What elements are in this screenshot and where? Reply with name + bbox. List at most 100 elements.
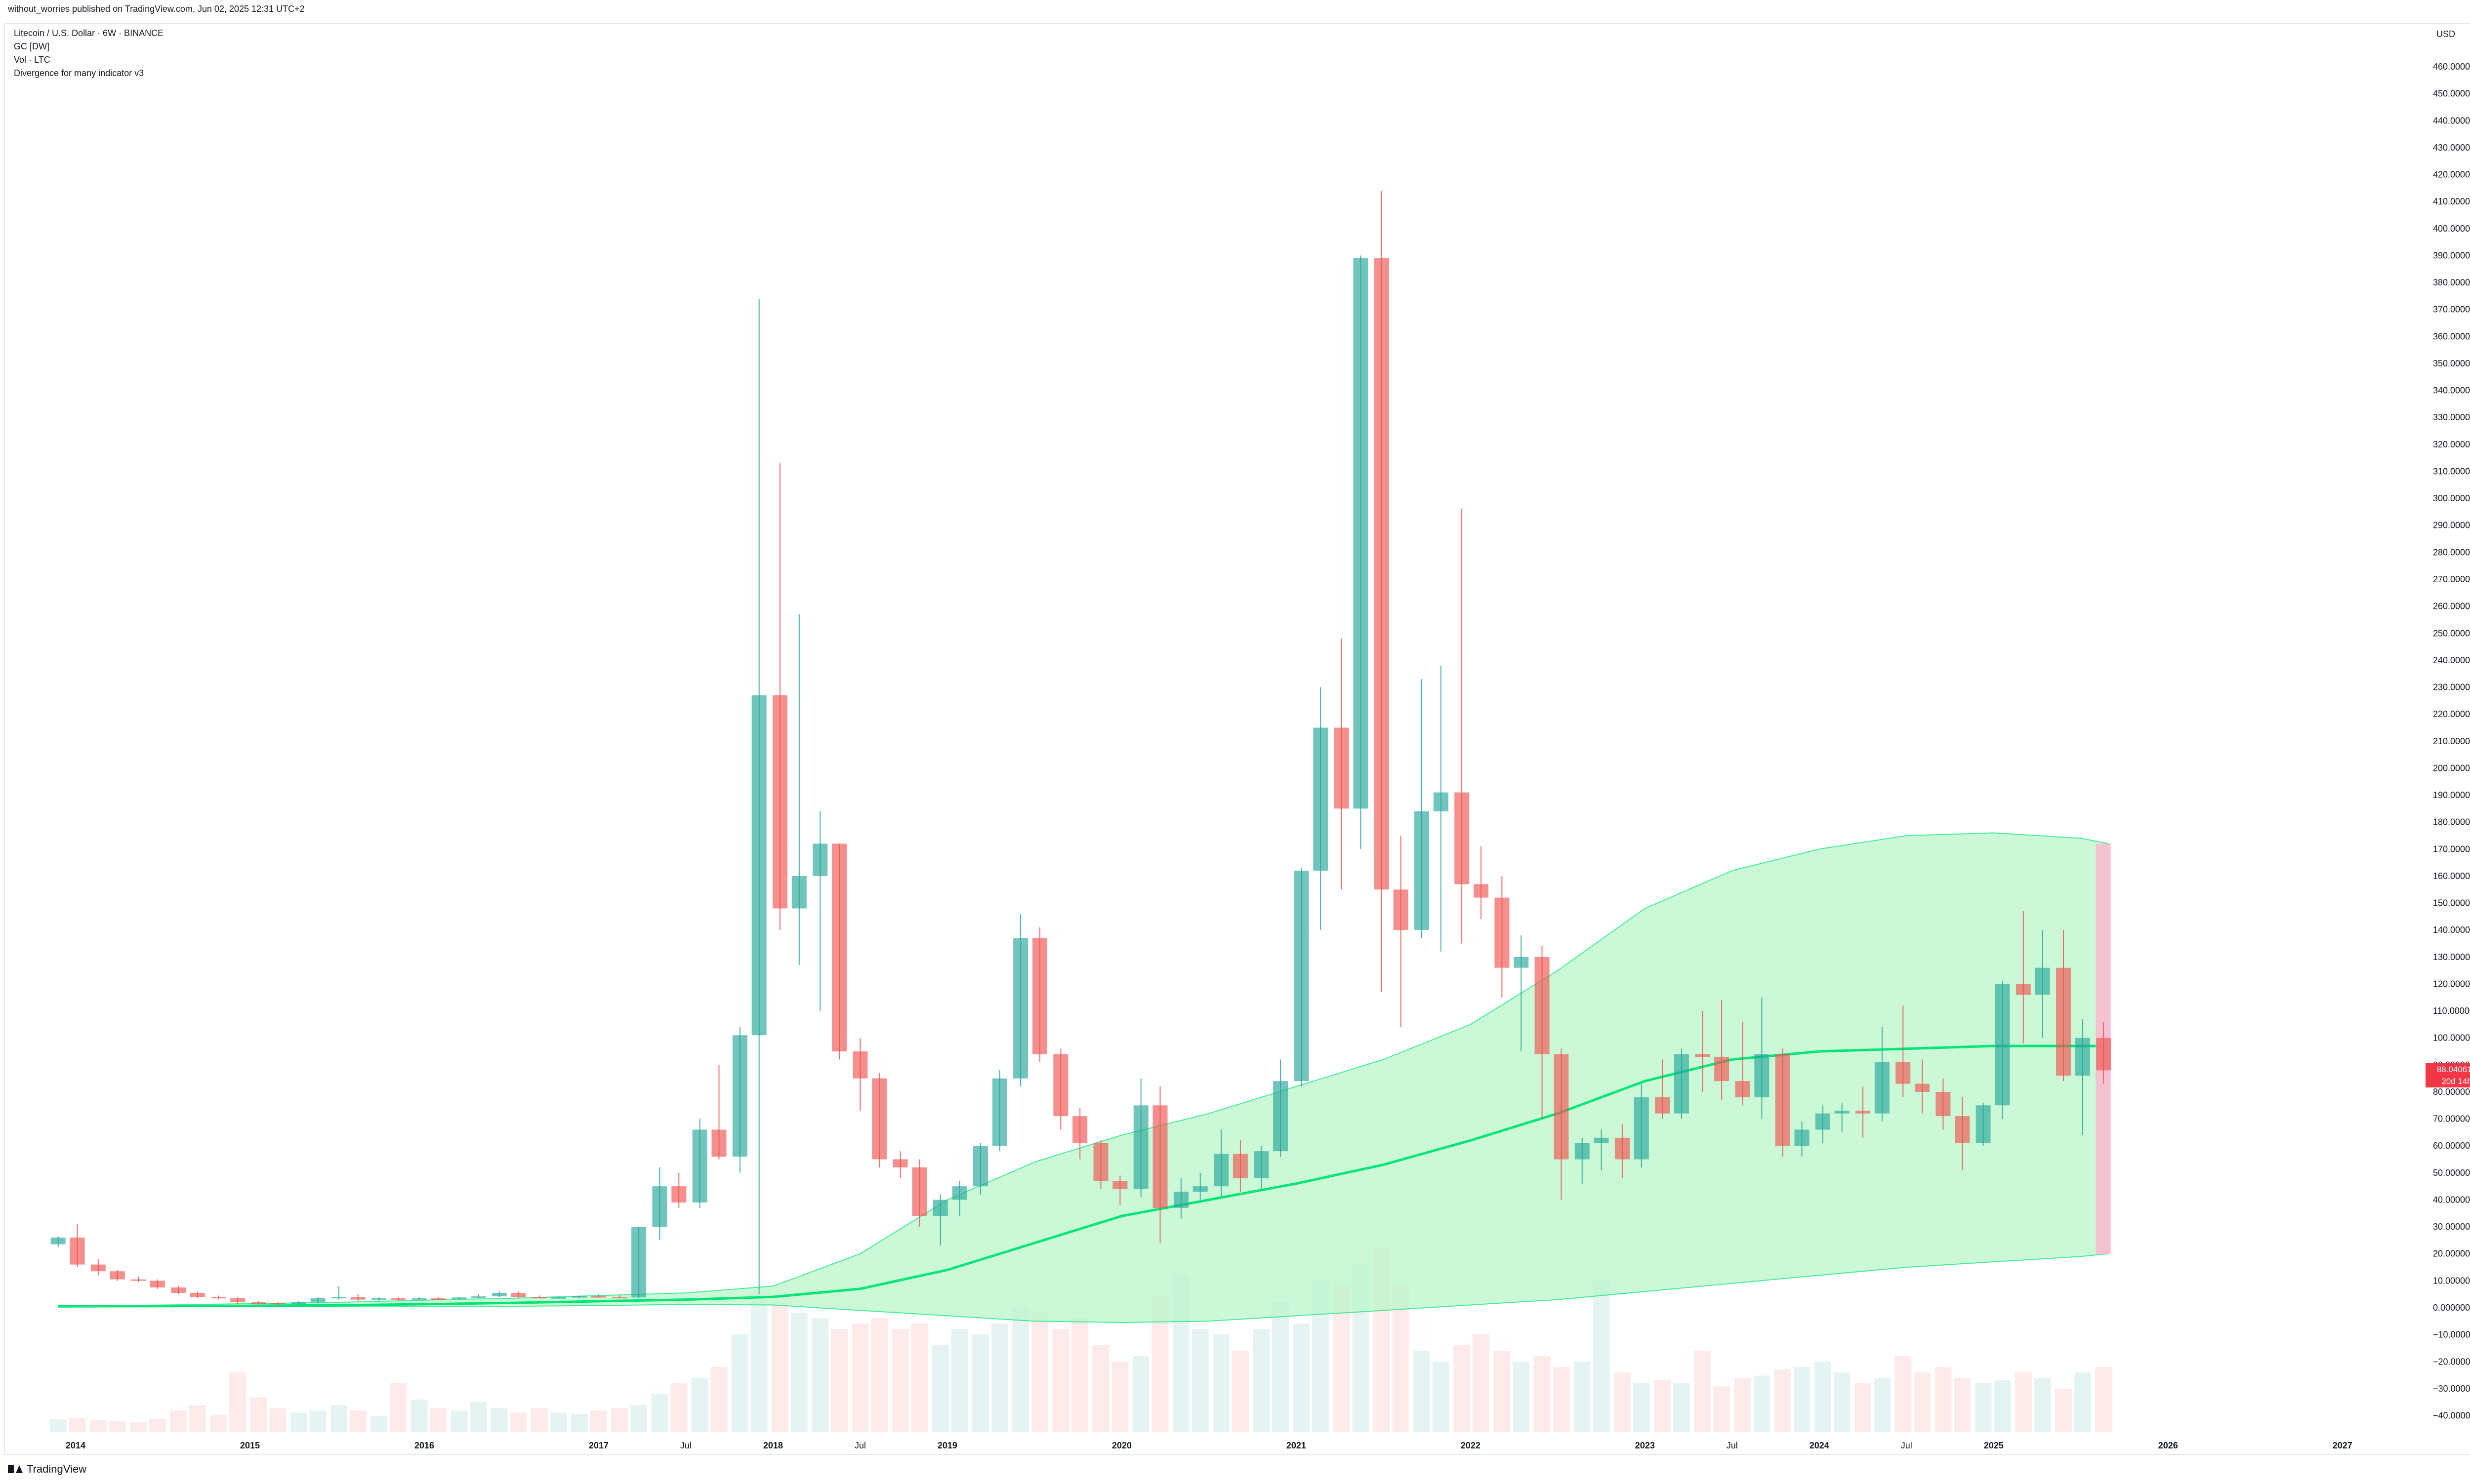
- x-tick-label: Jul: [1727, 1441, 1738, 1450]
- y-tick-label: 40.000000: [2433, 1195, 2470, 1204]
- candle-body: [1414, 811, 1429, 930]
- y-tick-label: 190.000000: [2433, 790, 2470, 800]
- last-price-tag: 88.040610 20d 14h: [2426, 1063, 2470, 1087]
- volume-bar: [772, 1302, 789, 1432]
- volume-bar: [170, 1410, 187, 1432]
- candle-body: [270, 1303, 286, 1305]
- candle-body: [2016, 984, 2031, 995]
- y-tick-label: 20.000000: [2433, 1249, 2470, 1259]
- candle-body: [452, 1297, 467, 1299]
- volume-bar: [1213, 1334, 1230, 1432]
- volume-bar: [892, 1329, 909, 1432]
- legend-indicator-gc[interactable]: GC [DW]: [14, 41, 49, 51]
- candle-body: [251, 1302, 266, 1304]
- volume-bar: [1833, 1372, 1851, 1432]
- y-tick-label: 320.000000: [2433, 440, 2470, 449]
- volume-bar: [1132, 1356, 1150, 1432]
- candle-body: [1674, 1054, 1689, 1114]
- x-tick-label: 2018: [763, 1441, 783, 1450]
- volume-bar: [1413, 1351, 1430, 1432]
- candle-body: [732, 1035, 747, 1157]
- candle-body: [1474, 884, 1489, 898]
- x-tick-label: 2022: [1461, 1441, 1481, 1450]
- volume-bar: [750, 1291, 768, 1432]
- y-tick-label: 410.000000: [2433, 197, 2470, 206]
- candle-body: [1393, 889, 1408, 930]
- candle-body: [631, 1227, 647, 1298]
- candle-body: [1072, 1116, 1088, 1143]
- volume-bar: [871, 1318, 888, 1432]
- price-axis: −40.000000 −30.000000 −20.000000 −10.000000…: [2433, 62, 2470, 1421]
- y-tick-label: 160.000000: [2433, 871, 2470, 881]
- candle-body: [572, 1296, 587, 1298]
- volume-bar: [731, 1334, 748, 1432]
- y-tick-label: 10.000000: [2433, 1276, 2470, 1285]
- gc-mid-line: [58, 1044, 2109, 1308]
- volume-bar: [411, 1400, 428, 1432]
- candle-body: [1554, 1054, 1569, 1160]
- candle-body: [371, 1298, 387, 1300]
- y-tick-label: 110.000000: [2433, 1006, 2470, 1016]
- legend-indicator-volume[interactable]: Vol · LTC: [14, 55, 50, 65]
- volume-bar: [1673, 1383, 1690, 1432]
- x-tick-label: 2026: [2158, 1441, 2178, 1450]
- candle-body: [893, 1159, 908, 1167]
- candle-body: [1494, 897, 1510, 968]
- volume-bar: [991, 1324, 1008, 1432]
- y-tick-label: 330.000000: [2433, 412, 2470, 422]
- volume-bar: [69, 1418, 86, 1432]
- candle-body: [711, 1129, 727, 1157]
- x-tick-label: 2017: [589, 1441, 609, 1450]
- volume-bar: [590, 1410, 607, 1432]
- legend-symbol[interactable]: Litecoin / U.S. Dollar · 6W · BINANCE: [14, 28, 164, 38]
- x-tick-label: 2023: [1635, 1441, 1655, 1450]
- candle-body: [1695, 1054, 1710, 1057]
- candle-body: [471, 1296, 486, 1298]
- volume-bar: [1753, 1375, 1770, 1432]
- candle-body: [1053, 1054, 1069, 1117]
- candle-body: [773, 695, 788, 909]
- tradingview-brand[interactable]: TradingView: [8, 1463, 86, 1476]
- volume-bar: [1854, 1383, 1872, 1432]
- y-tick-label: 250.000000: [2433, 628, 2470, 638]
- candle-body: [1093, 1143, 1109, 1181]
- candle-body: [1655, 1097, 1670, 1114]
- candle-body: [131, 1279, 146, 1281]
- chart-frame: [4, 23, 2470, 1455]
- volume-bar: [611, 1408, 628, 1432]
- volume-bar: [1432, 1362, 1449, 1432]
- volume-bar: [1493, 1351, 1511, 1432]
- candle-body: [612, 1297, 627, 1299]
- candle-body: [1193, 1186, 1208, 1192]
- candle-body: [1976, 1105, 1991, 1143]
- y-tick-label: 120.000000: [2433, 979, 2470, 989]
- y-tick-label: 170.000000: [2433, 844, 2470, 854]
- legend-indicator-divergence[interactable]: Divergence for many indicator v3: [14, 68, 144, 78]
- last-price-countdown: 20d 14h: [2441, 1077, 2470, 1086]
- tradingview-brand-label: TradingView: [27, 1463, 87, 1475]
- candle-body: [1273, 1081, 1288, 1152]
- candle-body: [813, 843, 828, 876]
- candle-body: [652, 1186, 667, 1227]
- candle-body: [1334, 727, 1349, 809]
- y-tick-label: 140.000000: [2433, 925, 2470, 935]
- candle-body: [90, 1264, 106, 1272]
- y-tick-label: 400.000000: [2433, 224, 2470, 234]
- candle-body: [952, 1186, 967, 1200]
- volume-bar: [670, 1383, 688, 1432]
- volume-bar: [1192, 1329, 1209, 1432]
- candle-body: [832, 843, 847, 1052]
- candle-body: [230, 1298, 246, 1303]
- candle-body: [1834, 1111, 1850, 1114]
- y-tick-label: 450.000000: [2433, 89, 2470, 99]
- candle-body: [291, 1302, 306, 1304]
- volume-bar: [691, 1378, 708, 1432]
- volume-bar: [430, 1408, 447, 1432]
- volume-bar: [1253, 1329, 1270, 1432]
- candle-body: [1754, 1054, 1770, 1097]
- publisher-line: without_worries published on TradingView…: [8, 4, 305, 14]
- volume-bar: [1873, 1378, 1891, 1432]
- candle-body: [692, 1129, 707, 1203]
- candle-body: [70, 1237, 85, 1265]
